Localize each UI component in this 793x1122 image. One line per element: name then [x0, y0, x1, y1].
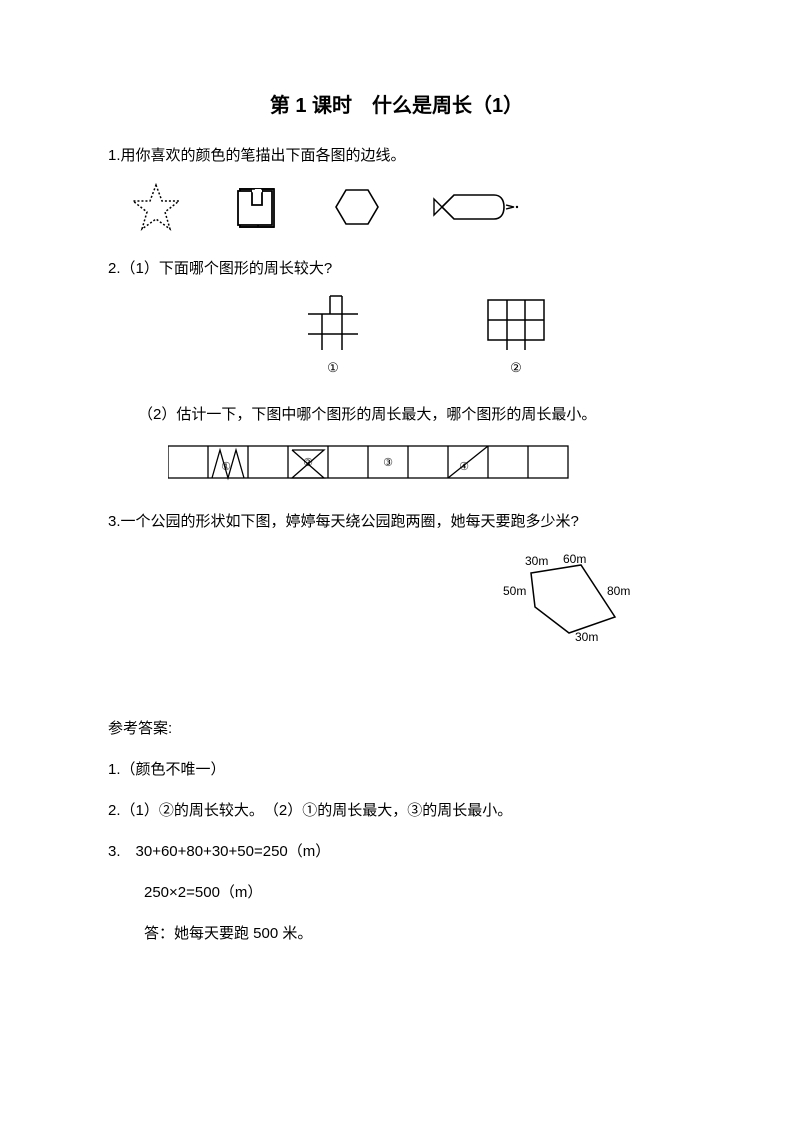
question-2-2: （2）估计一下，下图中哪个图形的周长最大，哪个图形的周长最小。 — [108, 401, 685, 428]
answer-3b: 250×2=500（m） — [108, 879, 685, 906]
q2-shape-2: ② — [478, 292, 554, 379]
park-label-b: 60m — [563, 552, 586, 566]
q2-2-shapes: ① ② ③ ④ — [108, 440, 685, 484]
answers-header: 参考答案: — [108, 715, 685, 742]
page-title: 第 1 课时 什么是周长（1） — [108, 88, 685, 124]
park-label-d: 30m — [575, 630, 598, 644]
answer-3a: 3. 30+60+80+30+50=250（m） — [108, 838, 685, 865]
question-1: 1.用你喜欢的颜色的笔描出下面各图的边线。 — [108, 142, 685, 169]
q2-label-2: ② — [478, 356, 554, 379]
q2-shapes: ① ② — [108, 292, 685, 379]
answer-2: 2.（1）②的周长较大。 （2）①的周长最大，③的周长最小。 — [108, 797, 685, 824]
answer-3c: 答：她每天要跑 500 米。 — [108, 920, 685, 947]
svg-text:④: ④ — [459, 461, 469, 473]
hexagon-shape — [330, 184, 384, 230]
answer-1: 1.（颜色不唯一） — [108, 756, 685, 783]
park-label-c: 80m — [607, 584, 630, 598]
svg-text:②: ② — [303, 457, 313, 469]
park-figure: 30m 60m 80m 30m 50m — [108, 545, 685, 645]
fish-shape — [432, 185, 522, 229]
question-3: 3.一个公园的形状如下图，婷婷每天绕公园跑两圈，她每天要跑多少米? — [108, 508, 685, 535]
answers-section: 参考答案: 1.（颜色不唯一） 2.（1）②的周长较大。 （2）①的周长最大，③… — [108, 715, 685, 947]
q2-label-1: ① — [298, 356, 368, 379]
q1-shapes — [108, 181, 685, 233]
notch-shape — [232, 183, 282, 231]
park-label-a: 30m — [525, 554, 548, 568]
svg-text:③: ③ — [383, 457, 393, 469]
park-label-e: 50m — [503, 584, 526, 598]
q2-shape-1: ① — [298, 292, 368, 379]
star-shape — [128, 181, 184, 233]
svg-text:①: ① — [221, 461, 231, 473]
question-2-1: 2.（1）下面哪个图形的周长较大? — [108, 255, 685, 282]
